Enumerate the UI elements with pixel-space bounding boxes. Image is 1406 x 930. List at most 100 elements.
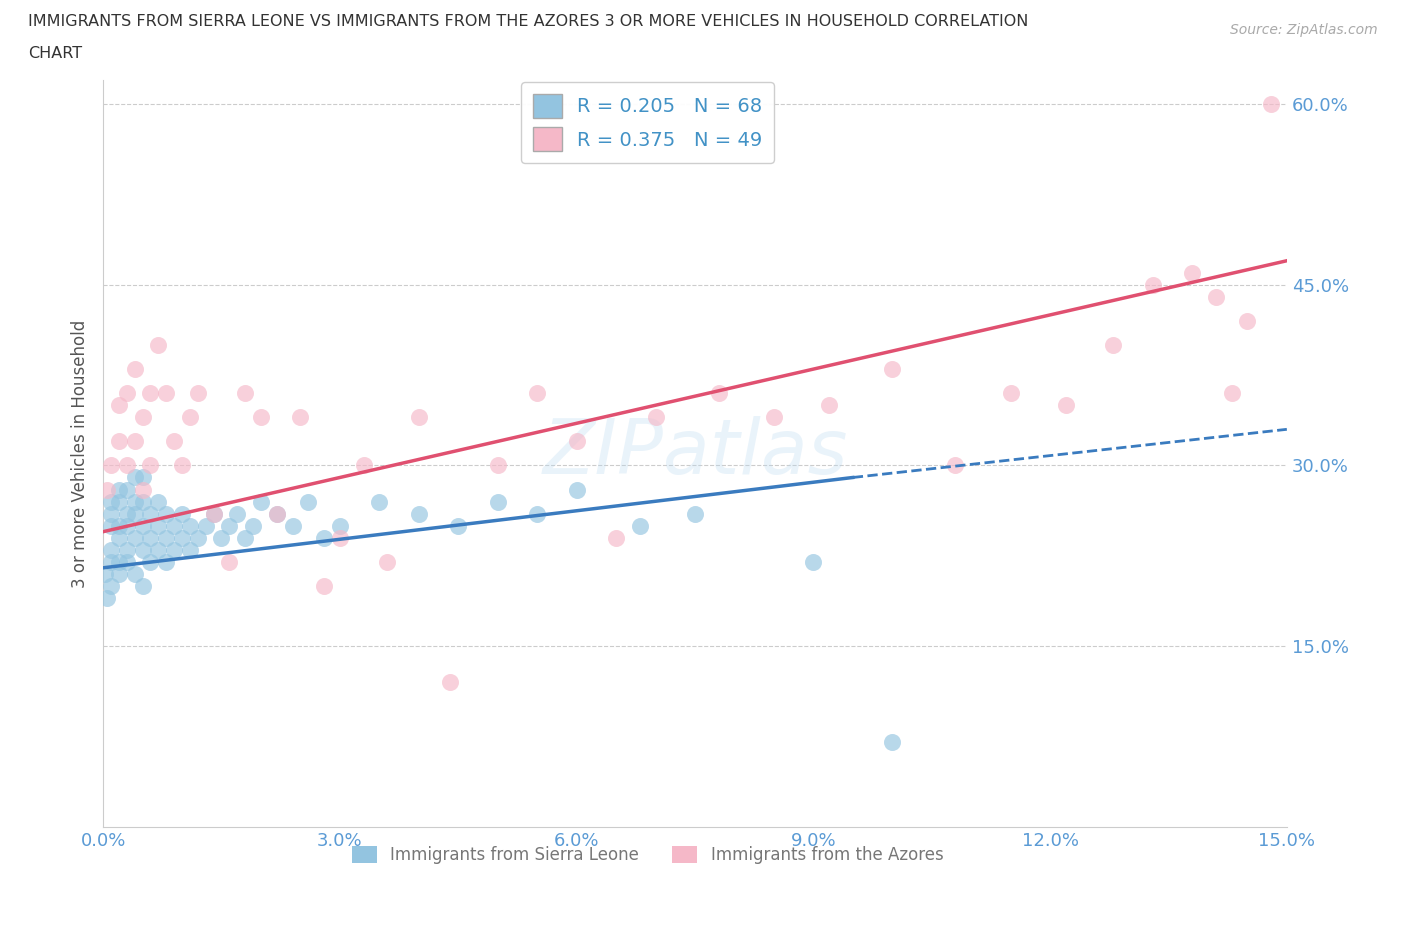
Text: ZIPatlas: ZIPatlas bbox=[543, 417, 848, 490]
Point bbox=[131, 494, 153, 509]
Point bbox=[139, 506, 162, 521]
Point bbox=[124, 470, 146, 485]
Point bbox=[233, 386, 256, 401]
Point bbox=[486, 458, 509, 472]
Point bbox=[148, 494, 170, 509]
Point bbox=[115, 482, 138, 497]
Point bbox=[100, 458, 122, 472]
Point bbox=[1102, 338, 1125, 352]
Point bbox=[762, 410, 785, 425]
Point bbox=[124, 506, 146, 521]
Point bbox=[1205, 289, 1227, 304]
Point bbox=[155, 554, 177, 569]
Point bbox=[163, 518, 186, 533]
Point bbox=[565, 482, 588, 497]
Point bbox=[179, 518, 201, 533]
Point bbox=[408, 506, 430, 521]
Point bbox=[439, 675, 461, 690]
Point bbox=[108, 554, 131, 569]
Point bbox=[115, 542, 138, 557]
Point bbox=[179, 542, 201, 557]
Point bbox=[163, 542, 186, 557]
Point bbox=[131, 482, 153, 497]
Point bbox=[882, 362, 904, 377]
Point bbox=[329, 530, 352, 545]
Point bbox=[131, 470, 153, 485]
Point bbox=[131, 578, 153, 593]
Point bbox=[202, 506, 225, 521]
Point bbox=[314, 530, 336, 545]
Point bbox=[148, 518, 170, 533]
Point bbox=[108, 398, 131, 413]
Point bbox=[124, 362, 146, 377]
Text: IMMIGRANTS FROM SIERRA LEONE VS IMMIGRANTS FROM THE AZORES 3 OR MORE VEHICLES IN: IMMIGRANTS FROM SIERRA LEONE VS IMMIGRAN… bbox=[28, 14, 1029, 29]
Text: Source: ZipAtlas.com: Source: ZipAtlas.com bbox=[1230, 23, 1378, 37]
Point bbox=[148, 542, 170, 557]
Point bbox=[314, 578, 336, 593]
Point bbox=[526, 386, 548, 401]
Legend: Immigrants from Sierra Leone, Immigrants from the Azores: Immigrants from Sierra Leone, Immigrants… bbox=[344, 839, 950, 870]
Point bbox=[170, 458, 193, 472]
Point bbox=[375, 554, 398, 569]
Point bbox=[281, 518, 304, 533]
Point bbox=[707, 386, 730, 401]
Point bbox=[108, 530, 131, 545]
Point bbox=[628, 518, 651, 533]
Point bbox=[108, 566, 131, 581]
Point bbox=[882, 735, 904, 750]
Point bbox=[486, 494, 509, 509]
Point bbox=[100, 542, 122, 557]
Point bbox=[100, 554, 122, 569]
Point bbox=[139, 530, 162, 545]
Point bbox=[266, 506, 288, 521]
Point bbox=[218, 554, 240, 569]
Point bbox=[290, 410, 312, 425]
Point bbox=[801, 554, 824, 569]
Point bbox=[108, 434, 131, 449]
Point bbox=[124, 530, 146, 545]
Point bbox=[605, 530, 627, 545]
Point bbox=[124, 494, 146, 509]
Point bbox=[266, 506, 288, 521]
Point bbox=[115, 506, 138, 521]
Point bbox=[96, 591, 118, 605]
Point bbox=[226, 506, 249, 521]
Point bbox=[115, 458, 138, 472]
Point bbox=[233, 530, 256, 545]
Point bbox=[108, 482, 131, 497]
Point bbox=[1181, 265, 1204, 280]
Point bbox=[250, 410, 273, 425]
Point bbox=[155, 386, 177, 401]
Point bbox=[683, 506, 706, 521]
Point bbox=[1054, 398, 1077, 413]
Point bbox=[170, 530, 193, 545]
Point bbox=[297, 494, 319, 509]
Point bbox=[115, 386, 138, 401]
Point bbox=[565, 434, 588, 449]
Point bbox=[139, 554, 162, 569]
Point bbox=[139, 458, 162, 472]
Point bbox=[187, 530, 209, 545]
Point bbox=[187, 386, 209, 401]
Point bbox=[353, 458, 375, 472]
Point bbox=[644, 410, 666, 425]
Point bbox=[155, 506, 177, 521]
Point bbox=[818, 398, 841, 413]
Point bbox=[1236, 313, 1258, 328]
Point bbox=[148, 338, 170, 352]
Point bbox=[96, 482, 118, 497]
Point bbox=[124, 434, 146, 449]
Point bbox=[1220, 386, 1243, 401]
Point bbox=[447, 518, 470, 533]
Text: CHART: CHART bbox=[28, 46, 82, 61]
Point bbox=[100, 578, 122, 593]
Point bbox=[100, 494, 122, 509]
Point bbox=[139, 386, 162, 401]
Point bbox=[945, 458, 967, 472]
Point bbox=[115, 554, 138, 569]
Point bbox=[163, 434, 186, 449]
Point bbox=[170, 506, 193, 521]
Point bbox=[329, 518, 352, 533]
Point bbox=[115, 518, 138, 533]
Point bbox=[108, 494, 131, 509]
